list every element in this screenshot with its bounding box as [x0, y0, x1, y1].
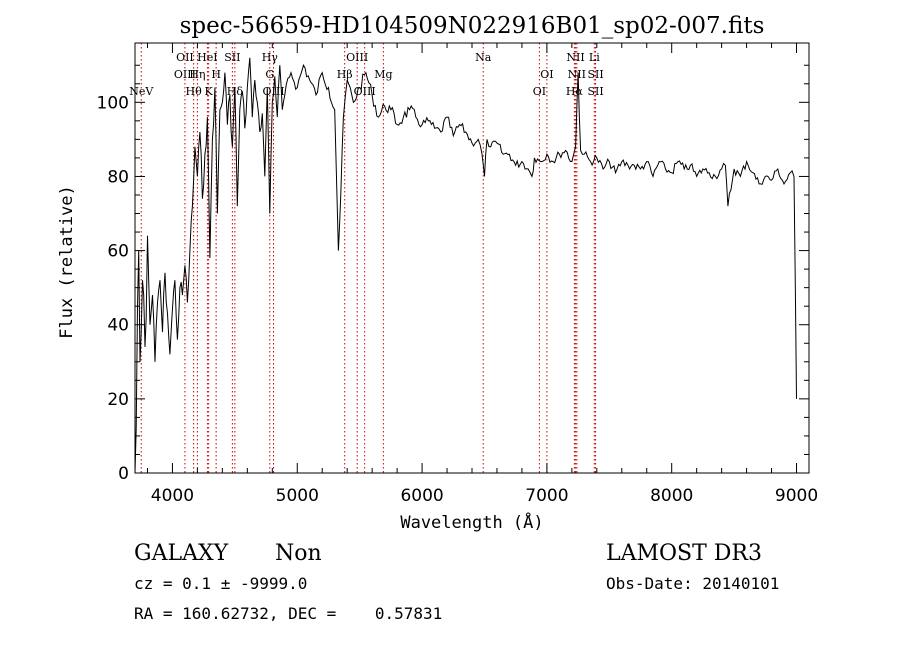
spectral-line-label: Hγ	[262, 51, 279, 64]
spectral-lines-layer	[140, 43, 597, 473]
y-tick-label: 0	[118, 464, 129, 484]
x-axis-label: Wavelength (Å)	[400, 511, 543, 533]
y-tick-label: 20	[107, 390, 129, 410]
spectral-line-label: HeI	[197, 51, 217, 64]
plot-frame	[134, 42, 810, 474]
spectral-line-label: NII	[566, 51, 584, 64]
x-tick-label: 7000	[525, 486, 568, 506]
observation-date: Obs-Date: 20140101	[606, 574, 779, 593]
survey-name: LAMOST DR3	[606, 541, 762, 566]
spectral-line-label: Hθ	[186, 85, 203, 98]
chart-title: spec-56659-HD104509N022916B01_sp02-007.f…	[180, 13, 765, 39]
spectral-line-label: NeV	[129, 85, 154, 98]
x-tick-label: 9000	[775, 486, 818, 506]
spectral-line-label: OII	[176, 51, 194, 64]
spectral-line-label: SII	[587, 68, 603, 81]
x-axis-ticks: 4000 5000 6000 7000 8000 9000	[146, 43, 818, 506]
y-axis-label: Flux (relative)	[57, 185, 77, 339]
x-tick-label: 6000	[400, 486, 443, 506]
x-tick-label: 5000	[276, 486, 319, 506]
spectral-line-label: OI	[533, 85, 546, 98]
spectral-line-label: H	[211, 68, 221, 81]
spectral-line-label: Mg	[374, 68, 392, 81]
coordinates-info: RA = 160.62732, DEC = 0.57831	[134, 604, 442, 623]
spectral-line-label: Li	[589, 51, 600, 64]
spectral-line-label: OIII	[174, 68, 196, 81]
spectral-line-label: K	[205, 85, 214, 98]
redshift-info: cz = 0.1 ± -9999.0	[134, 574, 307, 593]
spectral-line-label: Hα	[566, 85, 584, 98]
spectral-line-label: Hβ	[337, 68, 353, 81]
object-subclass: Non	[275, 541, 322, 566]
object-class: GALAXY	[134, 541, 229, 566]
y-tick-label: 60	[107, 242, 129, 262]
x-tick-label: 8000	[650, 486, 693, 506]
spectral-line-label: SII	[224, 51, 240, 64]
x-tick-label: 4000	[151, 486, 194, 506]
spectral-line-label: G	[265, 68, 274, 81]
y-axis-ticks: 0 20 40 60 80 100	[97, 64, 809, 484]
y-tick-label: 40	[107, 316, 129, 336]
spectral-line-label: Na	[475, 51, 492, 64]
spectral-line-label: NII	[568, 68, 586, 81]
spectral-line-label: OIII	[346, 51, 368, 64]
spectral-line-label: Hη	[189, 68, 205, 81]
y-tick-label: 100	[97, 93, 129, 113]
spectral-line-label: OI	[540, 68, 553, 81]
y-tick-label: 80	[107, 167, 129, 187]
spectrum-line	[134, 57, 797, 474]
spectral-line-label: SII	[587, 85, 603, 98]
